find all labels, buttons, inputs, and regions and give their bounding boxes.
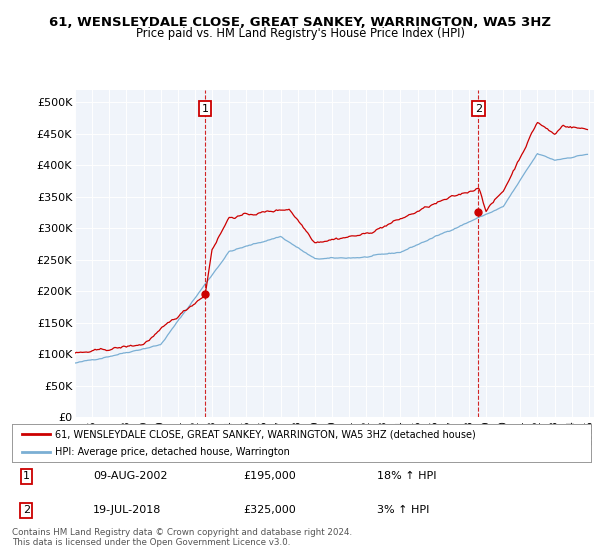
Text: 2: 2 — [475, 104, 482, 114]
Text: 61, WENSLEYDALE CLOSE, GREAT SANKEY, WARRINGTON, WA5 3HZ (detached house): 61, WENSLEYDALE CLOSE, GREAT SANKEY, WAR… — [55, 429, 476, 439]
Text: 19-JUL-2018: 19-JUL-2018 — [93, 505, 161, 515]
Text: £325,000: £325,000 — [244, 505, 296, 515]
Text: £195,000: £195,000 — [244, 472, 296, 482]
Text: 18% ↑ HPI: 18% ↑ HPI — [377, 472, 436, 482]
Text: 3% ↑ HPI: 3% ↑ HPI — [377, 505, 429, 515]
Text: HPI: Average price, detached house, Warrington: HPI: Average price, detached house, Warr… — [55, 447, 290, 458]
Text: 09-AUG-2002: 09-AUG-2002 — [93, 472, 167, 482]
Text: 1: 1 — [23, 472, 30, 482]
Text: 1: 1 — [202, 104, 209, 114]
Text: 61, WENSLEYDALE CLOSE, GREAT SANKEY, WARRINGTON, WA5 3HZ: 61, WENSLEYDALE CLOSE, GREAT SANKEY, WAR… — [49, 16, 551, 29]
Text: Contains HM Land Registry data © Crown copyright and database right 2024.
This d: Contains HM Land Registry data © Crown c… — [12, 528, 352, 547]
Text: Price paid vs. HM Land Registry's House Price Index (HPI): Price paid vs. HM Land Registry's House … — [136, 27, 464, 40]
Text: 2: 2 — [23, 505, 30, 515]
